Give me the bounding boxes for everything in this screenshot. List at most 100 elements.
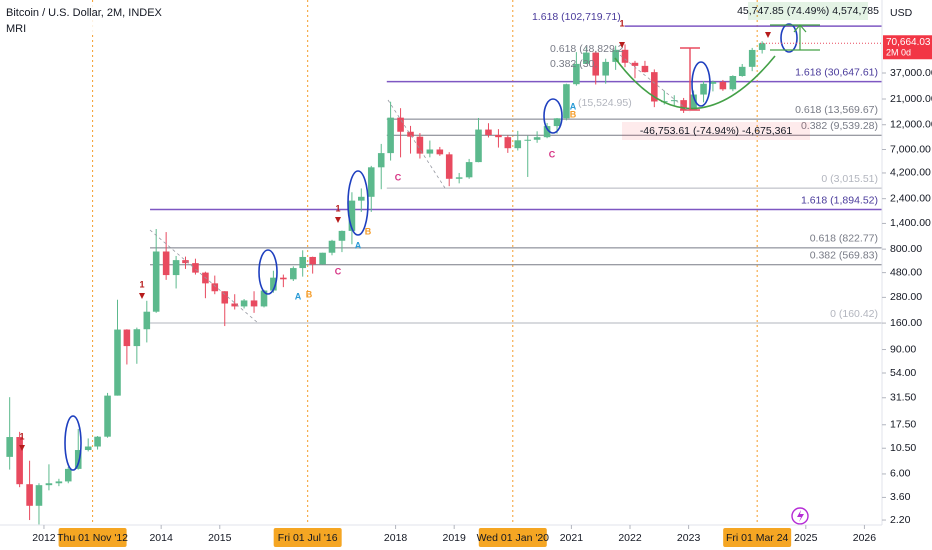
candle-body bbox=[495, 134, 502, 138]
measure-label: -46,753.61 (-74.94%) -4,675,361 bbox=[640, 125, 793, 137]
candle-body bbox=[738, 66, 746, 77]
highlight-ellipse bbox=[780, 23, 798, 53]
candle-body bbox=[182, 260, 189, 264]
signal-arrow bbox=[765, 32, 771, 38]
candle-body bbox=[172, 260, 180, 276]
candle-body bbox=[270, 277, 277, 291]
signal-letter: C bbox=[549, 149, 556, 159]
candle-body bbox=[426, 149, 434, 154]
highlight-ellipse bbox=[691, 61, 711, 107]
signal-letter: A bbox=[355, 240, 362, 250]
candle-body bbox=[221, 291, 229, 304]
signal-letter: A bbox=[570, 101, 577, 111]
candle-body bbox=[74, 450, 82, 469]
candle-body bbox=[573, 63, 580, 85]
highlight-ellipse bbox=[347, 170, 369, 236]
candle-body bbox=[192, 263, 199, 273]
candle-body bbox=[299, 256, 306, 269]
candle-body bbox=[680, 100, 687, 110]
candle-body bbox=[84, 446, 92, 451]
x-tick-label: 2026 bbox=[853, 532, 877, 544]
fib-label: 1.618 (1,894.52) bbox=[801, 194, 878, 206]
x-tick-label: 2023 bbox=[677, 532, 701, 544]
candle-body bbox=[35, 485, 43, 506]
x-tick-label: 2021 bbox=[560, 532, 584, 544]
last-price-tag bbox=[883, 35, 932, 60]
fib-label: 0.382 (9,539.28) bbox=[801, 120, 878, 132]
signal-letter: B bbox=[365, 226, 372, 236]
halving-tag bbox=[58, 528, 127, 547]
candle-body bbox=[328, 240, 336, 253]
alert-icon[interactable] bbox=[797, 510, 804, 522]
candle-body bbox=[280, 277, 287, 280]
x-tick-label: 2012 bbox=[32, 532, 56, 544]
y-tick-label: 6.00 bbox=[890, 468, 911, 480]
candle-body bbox=[690, 94, 697, 110]
signal-arrow bbox=[619, 42, 625, 48]
cup-curve bbox=[614, 55, 776, 110]
candle-body bbox=[64, 468, 72, 482]
candle-body bbox=[133, 329, 141, 347]
alert-icon[interactable] bbox=[791, 507, 809, 525]
y-tick-label: 12,000.00 bbox=[890, 119, 932, 131]
signal-letter: B bbox=[570, 109, 577, 119]
chart-title: Bitcoin / U.S. Dollar, 2M, INDEX bbox=[6, 7, 163, 19]
candle-body bbox=[250, 300, 258, 307]
currency-label: USD bbox=[890, 7, 913, 19]
indicator-label: MRI bbox=[6, 23, 26, 35]
candle-body bbox=[563, 84, 570, 119]
candle-body bbox=[602, 61, 609, 76]
fib-label: 0.618 (822.77) bbox=[810, 233, 878, 245]
x-tick-label: 2019 bbox=[443, 532, 467, 544]
x-tick-label: 2025 bbox=[794, 532, 818, 544]
y-tick-label: 37,000.00 bbox=[890, 67, 932, 79]
measure-label: 45,747.85 (74.49%) 4,574,785 bbox=[737, 5, 879, 17]
candle-body bbox=[348, 200, 356, 231]
candle-body bbox=[524, 139, 532, 141]
fib-label: 0.382 (569.83) bbox=[810, 250, 878, 262]
candle-body bbox=[612, 49, 619, 62]
candle-body bbox=[455, 177, 463, 179]
highlight-ellipse bbox=[64, 415, 82, 471]
fib-label: 0.618 (48,829.2 bbox=[550, 43, 624, 55]
y-tick-label: 10.50 bbox=[890, 442, 916, 454]
y-tick-label: 31.50 bbox=[890, 392, 916, 404]
fib-label: 0 (3,015.51) bbox=[821, 173, 878, 185]
signal-arrow bbox=[139, 293, 145, 299]
halving-tag bbox=[273, 528, 342, 547]
signal-letter: B bbox=[306, 289, 313, 299]
candle-body bbox=[651, 72, 658, 102]
drawings: -46,753.61 (-74.94%) -4,675,361 45,747.8… bbox=[19, 2, 879, 525]
highlight-ellipse bbox=[543, 98, 563, 134]
candle-body bbox=[729, 76, 737, 90]
y-tick-label: 17.50 bbox=[890, 419, 916, 431]
y-tick-label: 2,400.00 bbox=[890, 192, 931, 204]
candle-body bbox=[26, 484, 33, 506]
fib-label: (15,524.95) bbox=[578, 97, 632, 109]
candle-body bbox=[45, 483, 53, 486]
halving-tag-label: Fri 01 Jul '16 bbox=[278, 532, 338, 544]
halving-tag bbox=[723, 528, 792, 547]
signal-letter: C bbox=[395, 172, 402, 182]
y-tick-label: 54.00 bbox=[890, 367, 916, 379]
y-tick-label: 800.00 bbox=[890, 243, 922, 255]
candle-body bbox=[533, 137, 541, 140]
x-tick-label: 2015 bbox=[208, 532, 232, 544]
candle-body bbox=[104, 395, 111, 437]
candle-body bbox=[631, 62, 639, 66]
candle-body bbox=[709, 81, 717, 84]
candle-body bbox=[397, 117, 404, 132]
candle-body bbox=[748, 49, 756, 67]
candle-body bbox=[6, 437, 13, 457]
candle-body bbox=[309, 256, 316, 265]
legend-background bbox=[2, 3, 180, 35]
candle-body bbox=[583, 52, 590, 64]
fib-label: 0.618 (13,569.67) bbox=[795, 104, 878, 116]
candle-body bbox=[231, 303, 238, 307]
candle-body bbox=[123, 329, 131, 347]
signal-count: 1 bbox=[619, 18, 624, 28]
signal-arrow bbox=[335, 217, 341, 223]
candle-body bbox=[465, 162, 473, 178]
candle-body bbox=[553, 118, 561, 127]
